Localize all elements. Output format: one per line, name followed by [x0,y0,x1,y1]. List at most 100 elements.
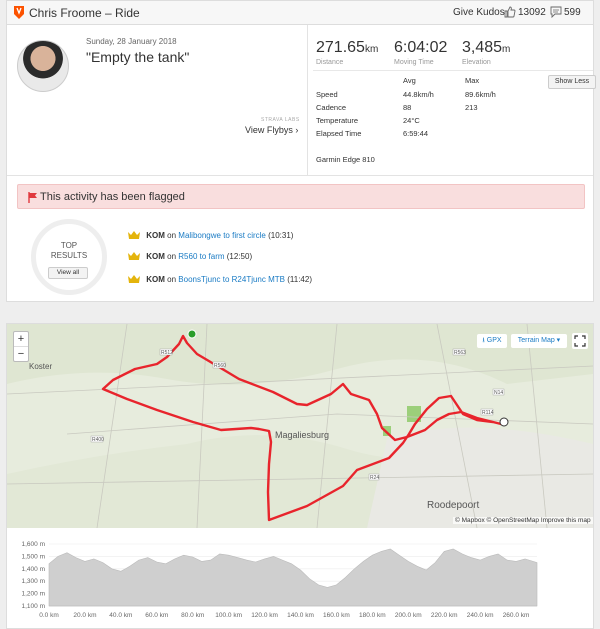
x-tick-label: 40.0 km [109,612,132,619]
comment-count: 599 [564,7,581,18]
row-max: 89.6km/h [465,90,496,99]
flagged-banner: This activity has been flagged [17,184,585,209]
row-max: 213 [465,103,478,112]
activity-card: Chris Froome – Ride Give Kudos 13092 599… [6,0,596,302]
row-label: Elapsed Time [316,129,362,138]
divider [313,70,593,71]
zoom-in-button[interactable]: + [14,332,28,347]
view-all-button[interactable]: View all [48,267,88,279]
segment-time: (12:50) [226,252,253,261]
map-attribution[interactable]: © Mapbox © OpenStreetMap Improve this ma… [453,517,593,524]
x-tick-label: 260.0 km [503,612,530,619]
achievement-badge: KOM [146,252,165,261]
stat-distance: 271.65km Distance [316,39,379,66]
list-item: KOM on BoonsTjunc to R24Tjunc MTB (11:42… [128,275,312,284]
road-label: N14 [494,390,503,396]
place-label: Roodepoort [427,500,480,511]
segment-link[interactable]: BoonsTjunc to R24Tjunc MTB [178,275,285,284]
col-max-header: Max [465,76,480,85]
give-kudos-label[interactable]: Give Kudos [453,7,505,18]
x-tick-label: 140.0 km [287,612,314,619]
x-tick-label: 120.0 km [251,612,278,619]
urban-area [367,427,593,528]
list-item: KOM on R560 to farm (12:50) [128,252,252,261]
segment-link[interactable]: R560 to farm [178,252,225,261]
row-avg: 6:59:44 [403,129,429,138]
crown-icon [128,252,140,260]
top-results-ring: TOP RESULTS View all [31,219,107,295]
row-avg: 44.8km/h [403,90,434,99]
road-label: R400 [92,437,104,443]
x-tick-label: 200.0 km [395,612,422,619]
x-tick-label: 80.0 km [181,612,204,619]
park-area [407,406,421,422]
y-tick-label: 1,300 m [22,578,46,585]
page-title: Chris Froome – Ride [29,6,140,20]
achievement-badge: KOM [146,231,165,240]
x-tick-label: 180.0 km [359,612,386,619]
y-tick-label: 1,600 m [22,541,46,548]
activity-date: Sunday, 28 January 2018 [86,37,177,46]
segment-time: (10:31) [268,231,294,240]
row-avg: 88 [403,103,412,112]
divider [307,25,308,175]
route-map[interactable]: R512 R560 R563 R400 R24 R114 N14 + − ⭳ G… [7,324,593,528]
x-tick-label: 100.0 km [215,612,242,619]
gpx-button[interactable]: ⭳ GPX [477,334,507,348]
route-line [101,334,503,522]
row-avg: 24°C [403,116,420,125]
x-tick-label: 60.0 km [145,612,168,619]
y-tick-label: 1,400 m [22,566,46,573]
fullscreen-button[interactable] [572,333,588,349]
row-label: Temperature [316,116,359,125]
x-tick-label: 160.0 km [323,612,350,619]
avatar[interactable] [17,40,69,92]
road-label: R563 [454,350,466,356]
road-label: R560 [214,363,226,369]
x-tick-label: 20.0 km [73,612,96,619]
x-tick-label: 240.0 km [467,612,494,619]
top-results-title: TOP [60,241,78,250]
road-label: R512 [161,350,173,356]
x-tick-label: 220.0 km [431,612,458,619]
comment-icon[interactable] [550,6,562,18]
y-tick-label: 1,200 m [22,591,46,598]
kudos-count: 13092 [518,7,546,18]
map-type-dropdown[interactable]: Terrain Map ▾ [511,334,567,348]
y-tick-label: 1,100 m [22,603,46,610]
place-label: Koster [29,362,53,371]
achievement-badge: KOM [146,275,165,284]
shield-icon [14,6,24,19]
row-label: Cadence [316,103,347,112]
view-flybys-link[interactable]: View Flybys › [245,125,299,135]
elevation-area [48,548,538,607]
zoom-control: + − [13,331,29,362]
elevation-svg: 1,600 m 1,500 m 1,400 m 1,300 m 1,200 m 1,100… [22,541,538,619]
place-label: Magaliesburg [275,430,330,440]
elevation-chart[interactable]: 1,600 m 1,500 m 1,400 m 1,300 m 1,200 m 1,100… [7,530,593,628]
stat-moving-time: 6:04:02 Moving Time [394,39,448,66]
flagged-text: This activity has been flagged [40,191,185,203]
crown-icon [128,275,140,283]
stat-elevation: 3,485m Elevation [462,39,511,66]
road-label: R114 [482,410,494,416]
segment-time: (11:42) [287,275,312,284]
top-results-subtitle: RESULTS [50,251,88,260]
map-card: R512 R560 R563 R400 R24 R114 N14 + − ⭳ G… [6,323,594,629]
col-avg-header: Avg [403,76,416,85]
road-label: R24 [370,475,379,481]
x-tick-label: 0.0 km [39,612,59,619]
finish-marker [499,417,509,427]
fullscreen-icon [574,335,586,347]
show-less-button[interactable]: Show Less [548,75,596,89]
row-label: Speed [316,90,338,99]
y-tick-label: 1,500 m [22,553,46,560]
strava-labs-label: STRAVA LABS [261,117,300,123]
segment-link[interactable]: Malibongwe to first circle [178,231,266,240]
activity-header: Chris Froome – Ride Give Kudos 13092 599 [7,1,593,25]
thumbs-up-icon[interactable] [504,6,516,18]
flag-icon [28,192,37,203]
crown-icon [128,231,140,239]
zoom-out-button[interactable]: − [17,348,25,360]
map-canvas: R512 R560 R563 R400 R24 R114 N14 [7,324,593,528]
